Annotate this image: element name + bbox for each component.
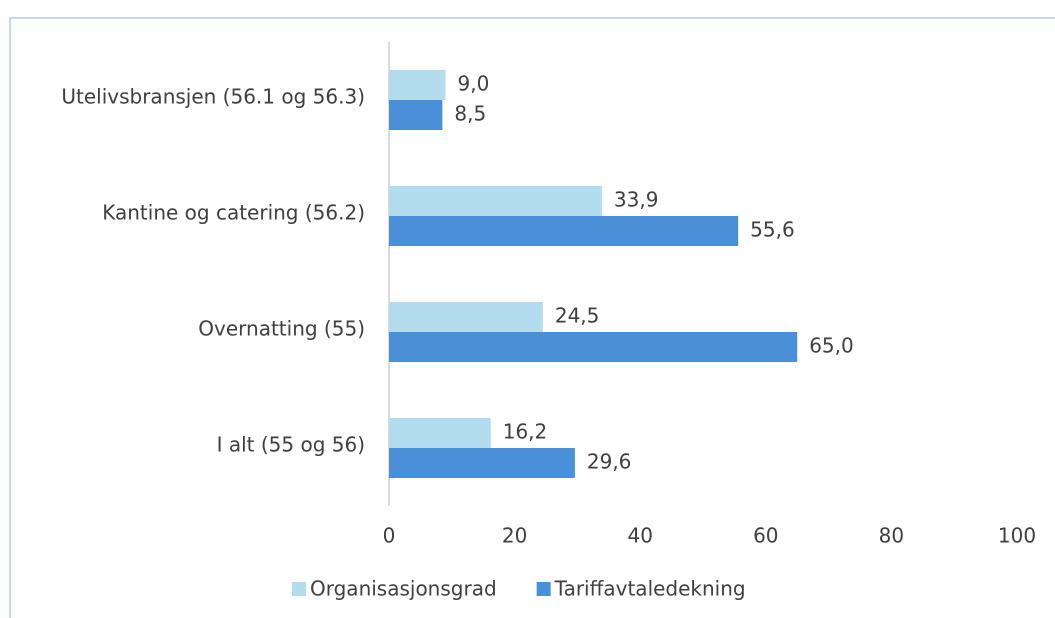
value-label: 55,6 — [750, 218, 795, 242]
x-tick-label: 100 — [998, 524, 1036, 548]
y-tick-label: I alt (55 og 56) — [217, 433, 365, 457]
value-label: 33,9 — [614, 188, 659, 212]
bar — [389, 100, 443, 130]
bar — [389, 332, 798, 362]
x-tick-label: 20 — [502, 524, 527, 548]
x-tick-label: 40 — [627, 524, 652, 548]
x-tick-label: 60 — [753, 524, 778, 548]
bar — [389, 302, 543, 332]
bar — [389, 216, 739, 246]
legend-label: Tariffavtaledekning — [554, 577, 746, 601]
y-tick-label: Overnatting (55) — [198, 317, 365, 341]
bar — [389, 448, 575, 478]
bar — [389, 70, 446, 100]
y-tick-label: Utelivsbransjen (56.1 og 56.3) — [61, 85, 365, 109]
y-tick-label: Kantine og catering (56.2) — [102, 201, 365, 225]
value-label: 24,5 — [555, 304, 600, 328]
value-label: 8,5 — [454, 102, 486, 126]
value-label: 16,2 — [503, 420, 548, 444]
value-label: 65,0 — [809, 334, 854, 358]
legend-label: Organisasjonsgrad — [310, 577, 497, 601]
x-tick-label: 0 — [383, 524, 396, 548]
legend-swatch — [292, 582, 306, 596]
value-label: 9,0 — [458, 72, 490, 96]
x-tick-label: 80 — [879, 524, 904, 548]
bar — [389, 418, 491, 448]
value-label: 29,6 — [587, 450, 632, 474]
frame — [9, 17, 1055, 618]
bar — [389, 186, 602, 216]
legend-swatch — [536, 582, 551, 596]
